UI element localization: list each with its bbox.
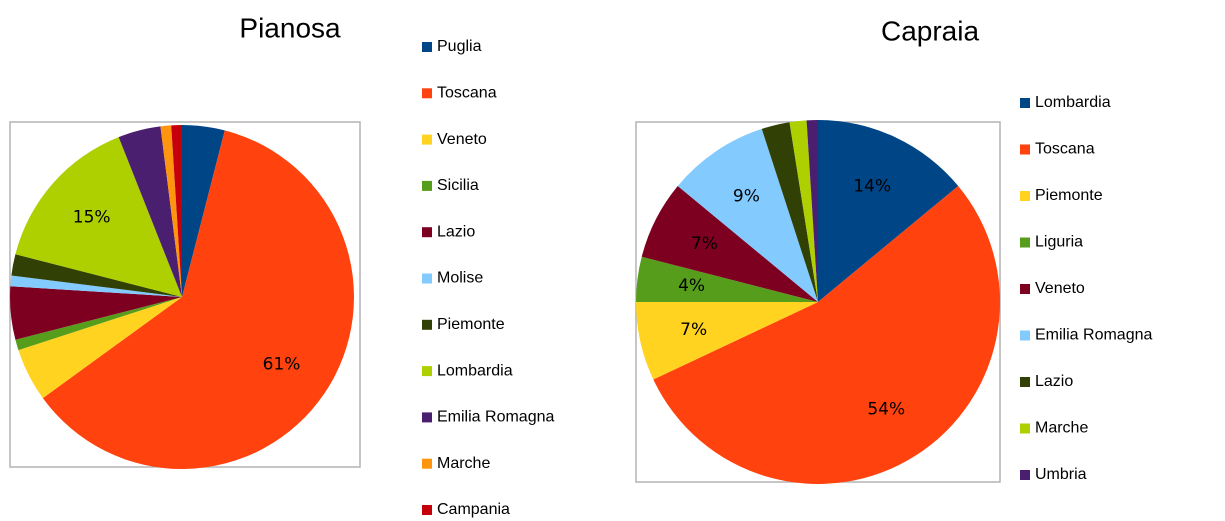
pie-slice <box>10 275 183 297</box>
legend-swatch <box>422 319 432 330</box>
pie-slice <box>42 130 355 470</box>
legend-swatch <box>1020 330 1030 341</box>
legend-label: Lombardia <box>437 362 513 379</box>
pie-slice <box>761 122 818 302</box>
legend-swatch <box>1020 377 1030 387</box>
legend-swatch <box>422 505 432 515</box>
legend-swatch <box>422 227 432 238</box>
pie-slice <box>806 120 818 302</box>
data-label: 14% <box>853 177 891 197</box>
data-label: 7% <box>691 234 718 254</box>
legend-label: Veneto <box>437 131 487 148</box>
legend-label: Emilia Romagna <box>437 409 554 426</box>
legend-swatch <box>1020 284 1030 294</box>
legend-label: Marche <box>1035 420 1088 437</box>
legend-label: Lazio <box>1035 373 1073 390</box>
pie-slice <box>789 120 818 303</box>
data-label: 15% <box>73 207 111 227</box>
legend-swatch <box>1020 237 1030 248</box>
legend-label: Puglia <box>437 38 482 55</box>
pie-slice <box>9 286 182 340</box>
pie-slice <box>677 128 818 302</box>
legend-label: Marche <box>437 455 490 472</box>
data-label: 54% <box>867 400 905 420</box>
data-label: 9% <box>733 187 760 207</box>
pie-slice <box>160 125 182 297</box>
legend-label: Veneto <box>1035 280 1085 297</box>
data-label: 4% <box>678 276 705 296</box>
legend-swatch <box>422 134 432 145</box>
legend-label: Umbria <box>1035 466 1087 483</box>
pie-slice <box>18 297 183 399</box>
legend-swatch <box>422 458 432 469</box>
data-label: 7% <box>680 320 707 340</box>
legend-label: Piemonte <box>437 316 505 333</box>
legend-label: Lombardia <box>1035 94 1111 111</box>
legend-swatch <box>422 180 432 191</box>
legend-swatch <box>1020 191 1030 201</box>
legend-label: Piemonte <box>1035 187 1103 204</box>
legend-label: Molise <box>437 270 483 287</box>
data-label: 61% <box>263 355 301 375</box>
pie-slice <box>182 125 225 297</box>
legend-swatch <box>422 42 432 52</box>
pie-slice <box>636 256 818 302</box>
pie-slice <box>636 302 818 380</box>
pie-slice <box>15 297 182 351</box>
pie-slice <box>641 185 818 302</box>
legend-swatch <box>422 88 432 99</box>
legend-label: Sicilia <box>437 177 479 194</box>
pie-slice <box>118 126 182 298</box>
legend-swatch <box>1020 144 1030 155</box>
pie-slice <box>818 120 959 302</box>
legend-label: Emilia Romagna <box>1035 327 1152 344</box>
legend-label: Lazio <box>437 223 475 240</box>
legend-swatch <box>422 366 432 377</box>
legend-swatch <box>1020 98 1030 108</box>
pie-slice <box>11 254 182 297</box>
pie-slice <box>171 125 182 297</box>
chart-title: Capraia <box>881 15 979 46</box>
legend-swatch <box>422 412 432 423</box>
legend-swatch <box>422 273 432 284</box>
legend-label: Liguria <box>1035 234 1083 251</box>
chart-title: Pianosa <box>239 12 341 43</box>
legend-label: Toscana <box>437 85 497 102</box>
pie-slice <box>15 137 182 297</box>
legend-swatch <box>1020 470 1030 480</box>
pie-slice <box>653 185 1000 484</box>
legend-label: Campania <box>437 501 510 518</box>
legend-swatch <box>1020 423 1030 434</box>
legend-label: Toscana <box>1035 141 1095 158</box>
